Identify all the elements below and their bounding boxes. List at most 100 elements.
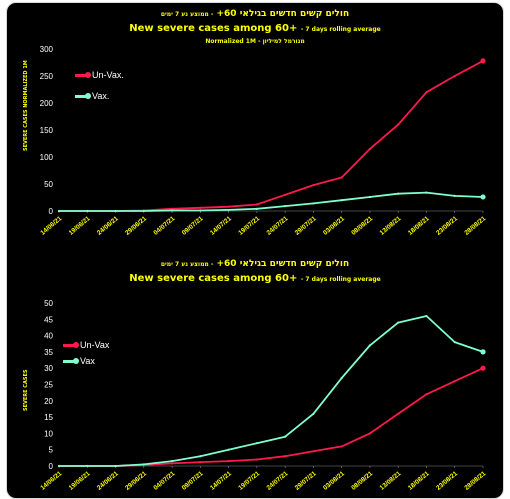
chart-card: חולים קשים חדשים בגילאי 60+ - ממוצע נע 7…	[6, 2, 504, 499]
data-point-vax	[397, 192, 400, 195]
series-end-marker	[480, 58, 486, 64]
data-point-vax	[312, 412, 315, 415]
chart-title-note: 7 days rolling average	[305, 26, 381, 33]
data-point-vax	[284, 435, 287, 438]
y-tick-label: 45	[44, 315, 53, 324]
data-point-unvax	[284, 455, 287, 458]
x-tick-label: 23/08/21	[435, 470, 459, 492]
data-point-vax	[199, 209, 202, 212]
legend-swatch-unvax	[75, 71, 91, 78]
data-point-unvax	[397, 412, 400, 415]
y-tick-label: 300	[40, 45, 54, 54]
chart-title-en: New severe cases among 60+	[129, 23, 298, 34]
legend-label-unvax: Un-Vax.	[92, 70, 124, 80]
y-tick-label: 25	[44, 381, 53, 390]
y-tick-label: 0	[49, 207, 54, 216]
data-point-vax	[312, 202, 315, 205]
data-point-unvax	[199, 460, 202, 464]
x-tick-label: 08/08/21	[350, 470, 374, 492]
x-tick-label: 24/07/21	[266, 470, 290, 492]
x-tick-label: 13/08/21	[379, 470, 403, 492]
data-point-vax	[368, 344, 372, 347]
y-tick-label: 40	[44, 332, 53, 341]
series-end-marker	[480, 194, 486, 200]
data-point-unvax	[425, 91, 428, 94]
y-tick-label: 20	[44, 397, 53, 406]
chart-plot-normalized: 0 50 100 150 200 250 300 14/06/21 19/06/21 24/06/…	[39, 45, 487, 237]
data-point-unvax	[425, 393, 428, 396]
x-tick-label: 19/07/21	[237, 470, 261, 492]
chart-subtitle: Normalized 1M - מנורמל למיליון	[205, 38, 305, 45]
y-tick-label: 10	[44, 429, 53, 438]
y-tick-label: 100	[40, 153, 54, 162]
y-tick-label: 250	[40, 72, 54, 81]
series-line-unvax	[59, 367, 484, 467]
data-point-vax	[397, 321, 400, 324]
y-tick-label: 50	[44, 299, 53, 308]
data-point-vax	[284, 205, 287, 208]
data-point-unvax	[368, 147, 372, 150]
x-tick-label: 29/07/21	[294, 215, 318, 237]
x-tick-label: 09/07/21	[181, 215, 205, 237]
legend-label-vax: Vax.	[92, 91, 110, 101]
data-point-vax	[170, 460, 174, 463]
x-tick-label: 14/07/21	[209, 470, 233, 492]
data-point-vax	[340, 199, 343, 202]
y-tick-label: 150	[40, 126, 54, 135]
x-tick-label: 03/08/21	[322, 215, 346, 237]
x-tick-label: 09/07/21	[181, 470, 205, 492]
x-tick-label: 08/08/21	[350, 215, 374, 237]
x-tick-label: 04/07/21	[152, 215, 176, 237]
chart-panel-absolute: חולים קשים חדשים בגילאי 60+ - ממוצע נע 7…	[7, 253, 503, 498]
chart-title-en: New severe cases among 60+	[129, 273, 298, 284]
legend-label-vax: Vax	[80, 356, 95, 366]
series-line-vax	[59, 191, 484, 212]
data-point-unvax	[340, 445, 343, 448]
x-tick-label: 23/08/21	[435, 215, 459, 237]
x-tick-label: 28/08/21	[463, 470, 487, 492]
data-point-vax	[368, 195, 372, 199]
data-point-unvax	[227, 205, 230, 208]
data-point-unvax	[368, 432, 372, 435]
x-tick-label: 19/06/21	[68, 470, 92, 492]
data-point-vax	[86, 209, 89, 213]
data-point-unvax	[340, 176, 343, 179]
data-point-vax	[453, 341, 456, 344]
data-point-vax	[255, 207, 258, 210]
legend-swatch-unvax	[63, 341, 79, 348]
data-point-vax	[425, 314, 428, 318]
chart-title: New severe cases among 60+ - 7 days roll…	[129, 23, 381, 34]
data-point-vax	[86, 464, 89, 468]
data-point-vax	[142, 209, 145, 213]
y-tick-label: 15	[44, 413, 53, 422]
y-tick-label: 200	[40, 99, 54, 108]
x-tick-label: 04/07/21	[152, 470, 176, 492]
chart-title-hebrew: חולים קשים חדשים בגילאי 60+ - ממוצע נע 7…	[160, 9, 350, 19]
chart-title: New severe cases among 60+ - 7 days roll…	[129, 273, 381, 284]
data-point-unvax	[255, 458, 258, 461]
x-tick-label: 29/06/21	[124, 470, 148, 492]
data-point-vax	[114, 464, 117, 468]
data-point-unvax	[199, 206, 202, 209]
x-tick-label: 18/08/21	[407, 215, 431, 237]
x-tick-label: 13/08/21	[379, 215, 403, 237]
x-tick-label: 29/06/21	[124, 215, 148, 237]
data-point-unvax	[170, 462, 174, 465]
series-end-marker	[480, 365, 486, 371]
data-point-unvax	[227, 460, 230, 463]
x-tick-label: 14/07/21	[209, 215, 233, 237]
series-line-vax	[59, 315, 484, 467]
data-point-vax	[425, 191, 428, 194]
data-point-vax	[199, 455, 202, 458]
data-point-vax	[57, 464, 61, 468]
x-tick-label: 19/06/21	[68, 215, 92, 237]
data-point-unvax	[312, 450, 315, 453]
x-tick-label: 18/08/21	[407, 470, 431, 492]
series-line-unvax	[59, 60, 484, 212]
data-point-vax	[340, 376, 343, 380]
data-point-vax	[227, 208, 230, 212]
x-tick-label: 14/06/21	[39, 215, 63, 237]
chart-title-he: חולים קשים חדשים בגילאי 60+	[216, 9, 350, 19]
data-point-vax	[227, 448, 230, 451]
